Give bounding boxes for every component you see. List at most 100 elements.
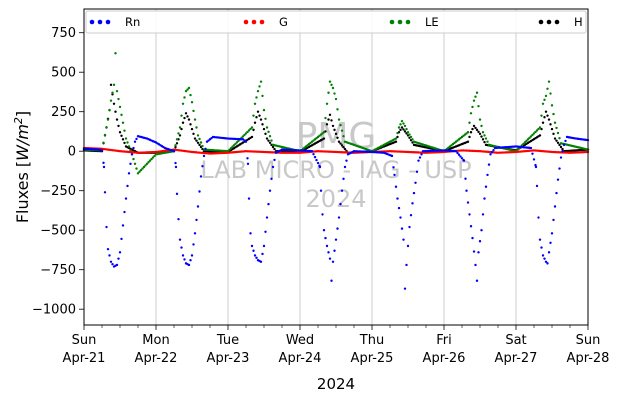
point-LE xyxy=(136,172,140,175)
point-Rn xyxy=(336,227,339,230)
point-LE xyxy=(124,137,128,140)
point-Rn xyxy=(337,216,341,219)
point-Rn xyxy=(310,150,314,153)
point-LE xyxy=(525,139,528,143)
point-LE xyxy=(405,127,408,131)
x-axis: Sun Apr-21 Mon Apr-22 Tue Apr-23 Wed Apr-24 Thu A… xyxy=(63,325,610,366)
point-LE xyxy=(474,95,477,98)
point-Rn xyxy=(343,165,347,169)
legend-marker xyxy=(97,19,103,25)
point-LE xyxy=(132,157,135,161)
point-H xyxy=(541,121,545,124)
point-LE xyxy=(175,138,179,141)
point-H xyxy=(403,130,407,133)
point-H xyxy=(478,132,482,136)
point-Rn xyxy=(534,165,538,169)
point-Rn xyxy=(126,184,129,188)
y-axis-label: Fluxes [W/m2] xyxy=(12,111,33,223)
point-Rn xyxy=(319,189,323,192)
point-H xyxy=(552,132,555,136)
legend-label: G xyxy=(279,15,288,29)
point-LE xyxy=(339,123,342,127)
point-Rn xyxy=(121,224,125,227)
point-LE xyxy=(394,137,398,140)
x-tick-label-day: Fri xyxy=(436,333,452,348)
point-Rn xyxy=(322,229,326,232)
point-Rn xyxy=(330,279,333,282)
point-H xyxy=(198,143,201,147)
point-Rn xyxy=(558,167,561,170)
point-H xyxy=(394,140,398,143)
point-LE xyxy=(186,88,189,91)
point-Rn xyxy=(532,158,536,161)
point-LE xyxy=(555,126,558,130)
point-H xyxy=(546,114,549,117)
point-Rn xyxy=(339,202,342,206)
point-Rn xyxy=(454,150,458,153)
point-Rn xyxy=(204,147,207,151)
point-LE xyxy=(262,108,266,112)
legend-marker xyxy=(105,19,111,25)
point-LE xyxy=(261,94,264,98)
point-Rn xyxy=(103,191,107,194)
point-Rn xyxy=(531,152,534,155)
legend-item-LE: LE xyxy=(389,15,439,29)
legend-marker xyxy=(243,19,249,25)
point-H xyxy=(252,128,255,132)
point-Rn xyxy=(196,205,200,208)
point-Rn xyxy=(547,251,551,254)
point-H xyxy=(259,118,263,121)
point-H xyxy=(258,114,261,117)
point-Rn xyxy=(492,148,495,152)
point-Rn xyxy=(489,153,492,156)
point-H xyxy=(559,145,563,149)
point-Rn xyxy=(417,159,420,162)
point-LE xyxy=(468,121,471,124)
point-LE xyxy=(198,137,201,141)
point-LE xyxy=(535,129,539,132)
point-LE xyxy=(190,101,194,104)
point-H xyxy=(543,116,546,119)
series-LE xyxy=(82,52,590,175)
point-LE xyxy=(396,131,399,135)
point-LE xyxy=(540,114,543,117)
point-Rn xyxy=(202,154,206,158)
point-Rn xyxy=(262,244,266,248)
x-tick-label-date: Apr-28 xyxy=(567,351,610,366)
point-H xyxy=(178,134,182,137)
point-H xyxy=(540,127,543,131)
point-H xyxy=(477,130,480,134)
point-H xyxy=(262,127,266,131)
point-Rn xyxy=(249,232,252,235)
legend-marker xyxy=(251,19,257,25)
point-LE xyxy=(144,164,147,167)
point-H xyxy=(538,134,542,137)
point-LE xyxy=(235,141,239,144)
point-LE xyxy=(484,137,488,140)
point-H xyxy=(183,116,186,120)
point-H xyxy=(322,137,326,140)
point-Rn xyxy=(321,213,324,216)
point-LE xyxy=(486,140,489,143)
point-LE xyxy=(195,126,198,129)
point-Rn xyxy=(537,216,540,219)
point-LE xyxy=(322,131,326,134)
point-Rn xyxy=(549,241,552,245)
point-Rn xyxy=(189,259,192,262)
point-Rn xyxy=(193,232,197,235)
legend-label: Rn xyxy=(125,15,140,29)
x-tick-label-date: Apr-23 xyxy=(207,351,250,366)
point-H xyxy=(468,135,471,139)
point-Rn xyxy=(327,251,330,254)
legend-marker xyxy=(546,19,552,25)
point-Rn xyxy=(481,213,485,216)
point-LE xyxy=(243,133,246,137)
point-LE xyxy=(250,126,254,129)
point-Rn xyxy=(471,236,474,240)
legend: Rn G LE H xyxy=(85,10,587,34)
point-H xyxy=(547,118,551,121)
point-Rn xyxy=(552,218,555,222)
point-LE xyxy=(252,114,255,117)
point-Rn xyxy=(484,185,488,188)
point-H xyxy=(474,126,477,130)
